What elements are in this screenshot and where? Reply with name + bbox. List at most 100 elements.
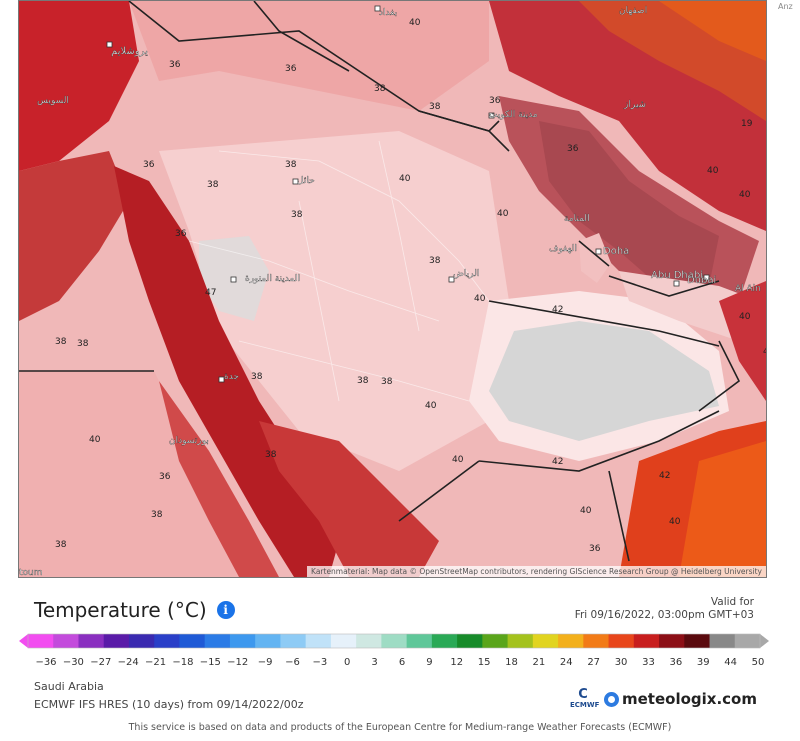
contour-value: 40	[409, 18, 421, 28]
contour-value: 38	[207, 180, 219, 190]
contour-value: 40	[739, 312, 751, 322]
valid-time: Fri 09/16/2022, 03:00pm GMT+03	[574, 609, 754, 621]
gulf-of-oman	[719, 281, 766, 401]
scale-tick-label: 12	[450, 657, 464, 668]
place-label-suez: السويس	[37, 96, 69, 106]
contour-value: 40	[580, 506, 592, 516]
contour-value: 38	[55, 337, 67, 347]
contour-value: 38	[291, 210, 303, 220]
scale-border	[27, 633, 761, 649]
scale-tick-label: −27	[90, 657, 112, 668]
yemen-highlands	[259, 421, 439, 577]
contour-value: 40	[707, 166, 719, 176]
scale-swatch	[633, 634, 660, 648]
place-label-riyadh: الرياض	[453, 269, 479, 279]
scale-swatch	[280, 634, 307, 648]
scale-swatch	[305, 634, 332, 648]
contour-value: 36	[169, 60, 181, 70]
scale-swatch	[381, 634, 408, 648]
scale-swatch	[78, 634, 105, 648]
scale-swatch	[204, 634, 231, 648]
contour-value: 38	[77, 339, 89, 349]
sudan-coast	[159, 381, 279, 577]
north-desert-area	[129, 1, 489, 111]
scale-tick-label: 6	[398, 657, 406, 668]
qatar	[579, 233, 611, 283]
scale-swatch	[255, 634, 281, 648]
scale-tick-label: 33	[642, 657, 655, 668]
contour-value: 36	[489, 96, 501, 106]
scale-tick-label: −15	[199, 657, 221, 668]
scale-swatch	[356, 634, 382, 648]
page-title: Temperature (°C)	[34, 598, 207, 622]
scale-swatch	[330, 634, 357, 648]
scale-tick-label: −24	[117, 657, 139, 668]
ecmwf-logo-glyph: C	[578, 687, 588, 702]
scale-tick-label: 9	[426, 657, 433, 668]
contour-value: 42	[659, 471, 670, 481]
contour-value: 36	[589, 544, 601, 554]
scale-arrow-left	[19, 634, 28, 648]
persian-gulf-inner	[539, 121, 719, 286]
model-label: ECMWF IFS HRES (10 days) from 09/14/2022…	[34, 698, 304, 711]
contour-value: 19	[741, 119, 753, 129]
contour-value: 40	[497, 209, 509, 219]
place-labels: يروشلايم بغداد اصفهان مدينة الكويت شیراز حائل…	[19, 6, 761, 577]
contour-value: 40	[425, 401, 437, 411]
contour-value: 42	[552, 305, 563, 315]
map-canvas[interactable]: يروشلايم بغداد اصفهان مدينة الكويت شیراز حائل…	[19, 1, 766, 577]
place-label-jeddah: جدة	[224, 372, 239, 382]
place-label-abudhabi: Abu Dhabi	[651, 270, 703, 281]
scale-tick-label: 18	[505, 657, 518, 668]
color-scale	[19, 633, 769, 649]
place-label-kuwait: مدينة الكويت	[489, 110, 538, 120]
place-label-shiraz: شیراز	[623, 100, 646, 110]
scale-tick-label: −36	[35, 657, 57, 668]
place-label-dubai: Dubai	[687, 275, 716, 286]
uae-coast	[619, 271, 759, 341]
scale-swatch	[128, 634, 155, 648]
contour-value: 40	[474, 294, 486, 304]
province-borders	[188, 140, 490, 402]
info-icon[interactable]: i	[216, 601, 235, 619]
valid-label: Valid for	[710, 596, 754, 608]
sudan-area	[19, 371, 249, 577]
contour-value: 36	[175, 229, 187, 239]
scale-swatch	[684, 634, 711, 648]
contour-value: 40	[89, 435, 101, 445]
scale-swatch	[532, 634, 559, 648]
scale-swatch	[229, 634, 256, 648]
scale-tick-label: 0	[344, 657, 351, 668]
contour-value: 40	[739, 190, 751, 200]
scale-tick-label: −12	[227, 657, 249, 668]
meteologix-icon	[604, 691, 619, 707]
color-scale-ticks: −36 −30 −27 −24 −21 −18 −15 −12 −9 −6 −3 0 3 6 9 12 15 18…	[18, 657, 770, 671]
scale-swatch	[431, 634, 458, 648]
contour-value: 38	[429, 102, 441, 112]
scale-tick-label: 24	[559, 657, 573, 668]
scale-tick-label: 39	[696, 657, 710, 668]
contour-value: 38	[251, 372, 263, 382]
ecmwf-logo[interactable]: C ECMWF	[570, 687, 599, 709]
scale-tick-label: 15	[477, 657, 491, 668]
place-label-isfahan: اصفهان	[619, 6, 647, 16]
scale-arrow-right	[760, 634, 769, 648]
scale-tick-label: −9	[257, 657, 273, 668]
scale-tick-label: −3	[312, 657, 328, 668]
place-label-hofuf: الهفوف	[549, 244, 577, 254]
meteologix-logo[interactable]: meteologix.com	[604, 690, 757, 708]
contour-value: 40	[452, 455, 464, 465]
scale-swatch	[558, 634, 584, 648]
footer-note: This service is based on data and produc…	[128, 722, 672, 733]
place-label-doha: Doha	[603, 246, 629, 257]
scale-tick-label: 44	[724, 657, 737, 668]
contour-value: 38	[265, 450, 277, 460]
contour-value: 38	[285, 160, 297, 170]
contour-value: 38	[151, 510, 163, 520]
contour-value: 36	[567, 144, 579, 154]
contour-value: 38	[374, 84, 386, 94]
temperature-map[interactable]: يروشلايم بغداد اصفهان مدينة الكويت شیراز حائل…	[18, 0, 767, 578]
scale-swatch	[406, 634, 433, 648]
place-label-baghdad: بغداد	[379, 8, 397, 18]
contour-value: 38	[55, 540, 67, 550]
